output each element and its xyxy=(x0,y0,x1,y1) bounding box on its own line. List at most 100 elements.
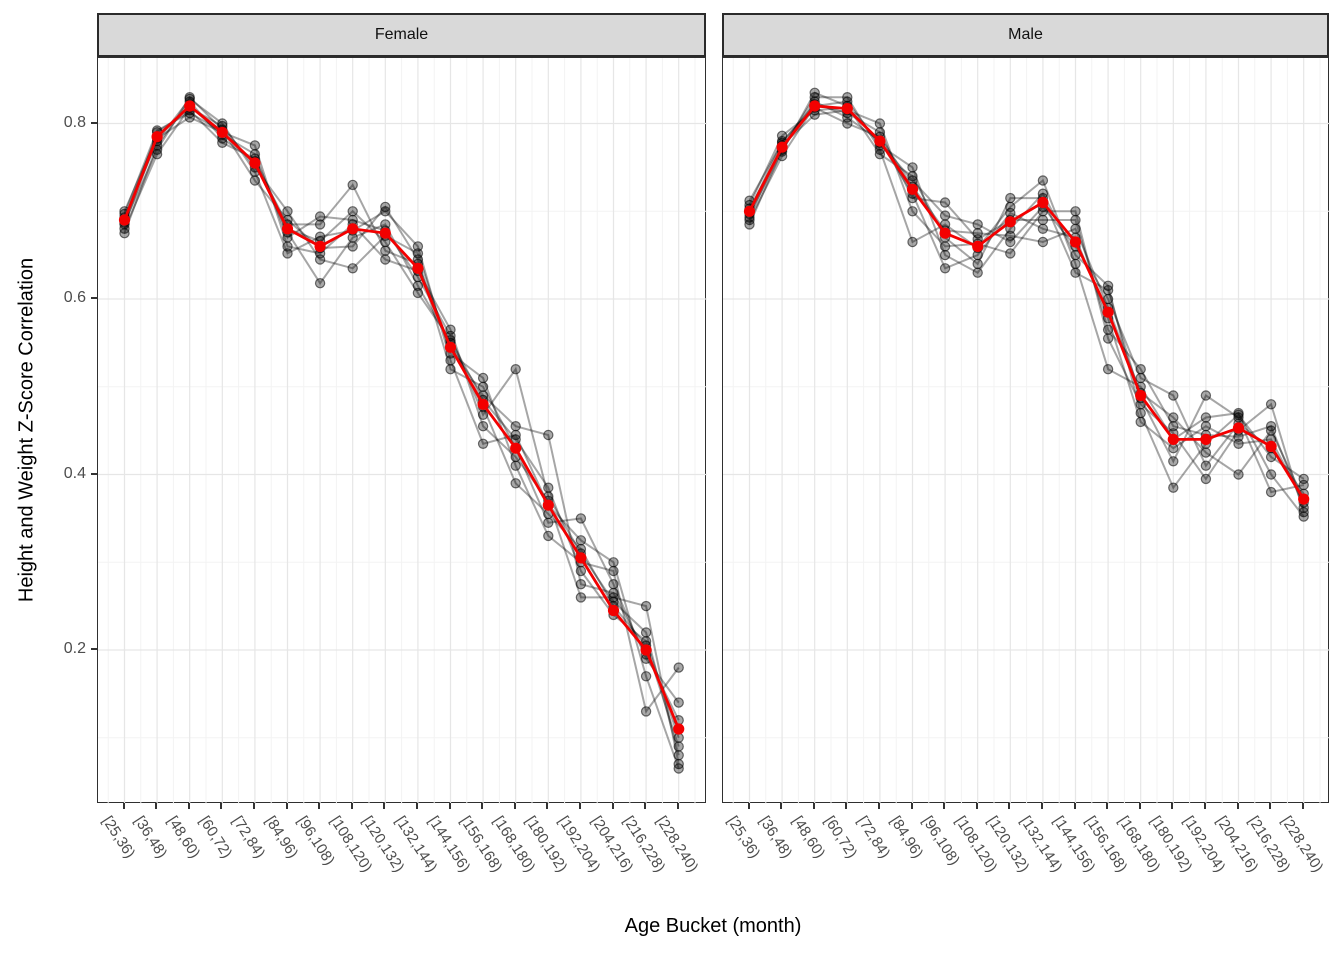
individual-point xyxy=(282,206,293,217)
y-tick-label: 0.2 xyxy=(63,640,86,657)
mean-point xyxy=(1102,306,1114,318)
mean-line xyxy=(123,104,680,730)
individual-line xyxy=(748,106,1305,500)
individual-line xyxy=(748,100,1305,504)
mean-point xyxy=(972,240,984,252)
individual-point xyxy=(314,219,326,230)
mean-point xyxy=(510,442,522,454)
mean-point xyxy=(1004,216,1016,228)
x-axis-tick xyxy=(1236,803,1239,809)
x-axis-tick xyxy=(877,803,880,809)
individual-point xyxy=(1265,399,1277,410)
mean-point xyxy=(1265,440,1277,452)
individual-point xyxy=(939,197,951,208)
facet-strip-label: Male xyxy=(1008,26,1043,43)
mean-point xyxy=(841,103,853,115)
individual-point xyxy=(939,241,951,252)
individual-point xyxy=(575,592,587,603)
individual-point xyxy=(1070,258,1081,270)
individual-point xyxy=(314,231,326,242)
x-axis-tick xyxy=(780,803,783,809)
mean-point xyxy=(1232,422,1245,434)
individual-point xyxy=(1265,486,1277,498)
individual-point xyxy=(543,429,554,441)
x-axis-tick xyxy=(187,803,190,809)
individual-point xyxy=(347,263,358,274)
x-axis-tick xyxy=(975,803,978,809)
facet-strip-female: Female xyxy=(97,13,706,57)
x-axis-tick xyxy=(481,803,484,809)
mean-point xyxy=(575,552,587,564)
mean-point xyxy=(673,723,685,735)
individual-line xyxy=(748,103,1305,509)
mean-point xyxy=(249,157,261,169)
individual-point xyxy=(1233,407,1244,419)
mean-point xyxy=(776,141,788,153)
individual-point xyxy=(939,249,951,261)
individual-point xyxy=(1298,511,1309,522)
mean-point xyxy=(906,183,919,195)
individual-point xyxy=(907,206,918,217)
individual-point xyxy=(1200,447,1212,458)
individual-point xyxy=(380,254,391,265)
individual-point xyxy=(1037,175,1049,186)
individual-point xyxy=(1168,390,1179,401)
individual-line xyxy=(123,109,680,739)
individual-line xyxy=(123,106,680,714)
individual-point xyxy=(575,535,587,546)
individual-point xyxy=(1005,201,1016,213)
x-axis-tick xyxy=(611,803,614,809)
x-axis-tick xyxy=(812,803,815,809)
mean-point xyxy=(444,341,457,353)
individual-point xyxy=(510,364,521,375)
individual-point xyxy=(1168,456,1179,467)
x-axis-tick xyxy=(1171,803,1174,809)
individual-point xyxy=(1102,333,1114,344)
x-axis-tick xyxy=(1138,803,1141,809)
individual-point xyxy=(575,565,587,577)
mean-point xyxy=(412,262,424,274)
individual-point xyxy=(543,530,554,542)
individual-point xyxy=(347,179,358,191)
individual-point xyxy=(347,241,358,252)
x-axis-tick xyxy=(318,803,321,809)
y-axis-tick xyxy=(91,648,97,650)
mean-point xyxy=(1167,433,1179,445)
mean-point xyxy=(607,604,620,617)
individual-point xyxy=(1168,482,1179,493)
panel-canvas xyxy=(98,58,707,804)
individual-point xyxy=(510,421,521,432)
mean-point xyxy=(184,100,196,112)
individual-point xyxy=(874,118,886,129)
x-axis-tick xyxy=(845,803,848,809)
individual-point xyxy=(939,263,951,274)
individual-point xyxy=(1005,248,1016,259)
individual-point xyxy=(510,478,521,489)
individual-point xyxy=(842,92,853,103)
individual-point xyxy=(907,162,918,173)
mean-point xyxy=(1037,196,1049,209)
x-axis-tick xyxy=(122,803,125,809)
x-axis-tick xyxy=(1073,803,1076,809)
x-axis-tick xyxy=(1008,803,1011,809)
individual-line xyxy=(123,116,680,765)
individual-point xyxy=(477,421,489,432)
mean-point xyxy=(151,131,163,143)
individual-point xyxy=(1200,412,1212,423)
x-axis-tick xyxy=(252,803,255,809)
individual-point xyxy=(1037,236,1049,248)
x-axis-tick xyxy=(448,803,451,809)
facet-strip-male: Male xyxy=(722,13,1329,57)
y-tick-label: 0.8 xyxy=(63,113,86,131)
x-axis-tick xyxy=(155,803,158,809)
individual-point xyxy=(608,557,619,568)
individual-point xyxy=(380,206,391,217)
x-axis-tick xyxy=(415,803,418,809)
individual-line xyxy=(748,96,1305,518)
y-axis-tick xyxy=(91,121,97,124)
x-axis-tick xyxy=(546,803,549,809)
x-axis-tick xyxy=(513,803,516,809)
individual-point xyxy=(575,513,587,524)
individual-point xyxy=(972,258,983,270)
individual-point xyxy=(673,697,684,708)
